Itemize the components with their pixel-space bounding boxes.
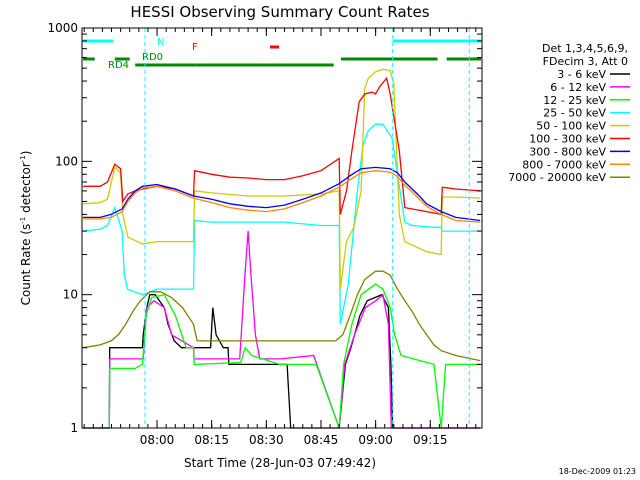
x-tick-label-3: 08:45 — [304, 433, 339, 447]
legend-label-6: 300 - 800 keV — [529, 145, 606, 158]
series-line-0 — [83, 293, 481, 429]
y-axis-ticks: 1 10 100 1000 — [47, 21, 482, 435]
x-axis-label: Start Time (28-Jun-03 07:49:42) — [184, 456, 376, 470]
y-tick-label-1: 10 — [63, 288, 78, 302]
y-tick-label-2: 100 — [55, 154, 78, 168]
series-line-7 — [83, 170, 481, 223]
legend-header-detectors: Det 1,3,4,5,6,9, — [542, 42, 628, 55]
legend-label-0: 3 - 6 keV — [557, 68, 606, 81]
x-tick-label-2: 08:30 — [249, 433, 284, 447]
y-axis-label: Count Rate (s-1 detector-1) — [19, 151, 33, 306]
series-line-2 — [83, 283, 481, 429]
flag-label-f: F — [192, 42, 198, 53]
vertical-markers — [144, 28, 470, 428]
x-tick-label-4: 09:00 — [358, 433, 393, 447]
series-line-1 — [83, 231, 481, 429]
plot-date-stamp: 18-Dec-2009 01:23 — [559, 467, 636, 476]
flag-label-rd4: RD4 — [108, 60, 129, 71]
series-line-8 — [82, 270, 481, 362]
legend: Det 1,3,4,5,6,9, FDecim 3, Att 0 3 - 6 k… — [508, 42, 630, 184]
legend-label-2: 12 - 25 keV — [543, 94, 606, 107]
y-tick-label-3: 1000 — [47, 21, 78, 35]
legend-label-3: 25 - 50 keV — [543, 107, 606, 120]
flag-label-n: N — [157, 37, 164, 48]
observing-flags: N F RD0 RD4 — [83, 37, 481, 71]
series-line-6 — [83, 166, 481, 222]
legend-label-5: 100 - 300 keV — [529, 133, 606, 146]
y-tick-label-0: 1 — [70, 421, 78, 435]
series-line-4 — [83, 68, 481, 290]
series-line-5 — [83, 76, 481, 216]
legend-header-decimation: FDecim 3, Att 0 — [543, 55, 628, 68]
x-axis-ticks: 08:00 08:15 08:30 08:45 09:00 09:15 — [83, 28, 477, 447]
legend-label-4: 50 - 100 keV — [536, 120, 606, 133]
series-lines — [82, 68, 481, 429]
flag-label-rd0: RD0 — [142, 52, 163, 63]
x-tick-label-5: 09:15 — [413, 433, 448, 447]
x-tick-label-1: 08:15 — [194, 433, 229, 447]
legend-label-7: 800 - 7000 keV — [522, 158, 606, 171]
legend-label-8: 7000 - 20000 keV — [508, 171, 606, 184]
plot-frame — [81, 27, 483, 429]
series-line-3 — [83, 123, 481, 325]
chart-title: HESSI Observing Summary Count Rates — [130, 3, 429, 21]
x-tick-label-0: 08:00 — [140, 433, 175, 447]
legend-label-1: 6 - 12 keV — [550, 81, 606, 94]
